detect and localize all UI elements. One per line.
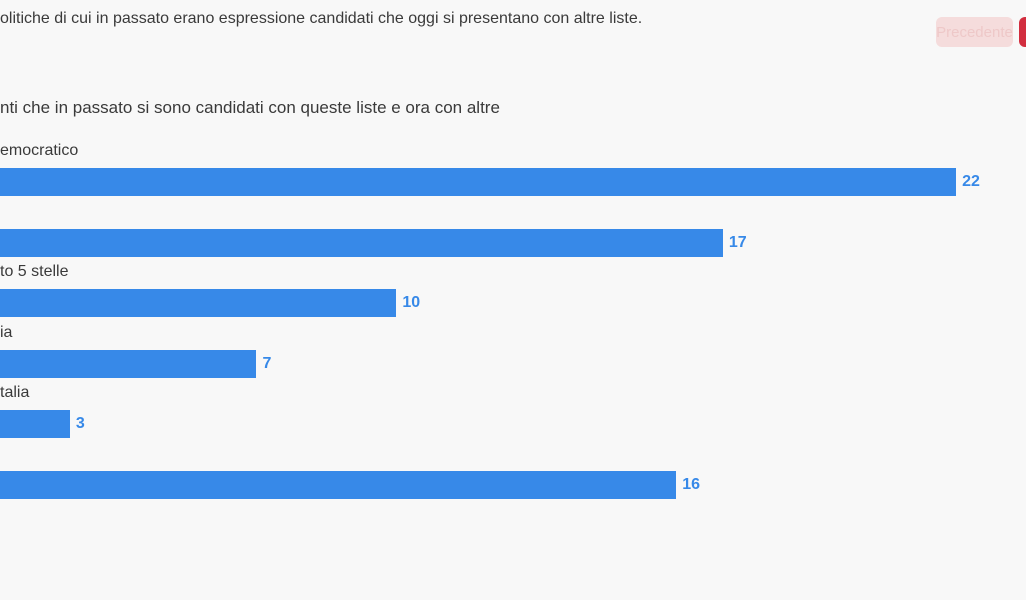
header-text: olitiche di cui in passato erano espress… — [0, 10, 643, 27]
next-button[interactable] — [1019, 17, 1026, 47]
chart-rows: emocratico 22 17 to 5 stelle 10 ia — [0, 141, 1026, 505]
chart-row: emocratico 22 — [0, 141, 1026, 202]
bar-value-label: 7 — [262, 354, 272, 372]
bar-label — [0, 444, 1026, 464]
chart-row: to 5 stelle 10 — [0, 262, 1026, 323]
bar — [0, 470, 677, 499]
bar — [0, 168, 957, 196]
chart-row: ia 7 — [0, 323, 1026, 384]
bar — [0, 410, 70, 439]
chart-title: nti che in passato si sono candidati con… — [0, 98, 500, 117]
bar — [0, 349, 257, 378]
bar-label: ia — [0, 323, 13, 341]
bar-label: emocratico — [0, 142, 79, 159]
bar-label: talia — [0, 384, 30, 402]
bar — [0, 289, 397, 318]
previous-button[interactable]: Precedente — [936, 17, 1013, 47]
bar-value-label: 3 — [75, 415, 85, 433]
bar — [0, 228, 723, 257]
bar-value-label: 10 — [402, 294, 421, 312]
bar-value-label: 16 — [682, 475, 701, 493]
bar-label: to 5 stelle — [0, 263, 69, 281]
chart-row: talia 3 — [0, 383, 1026, 444]
chart-row: 17 — [0, 202, 1026, 263]
bar-value-label: 17 — [728, 233, 747, 251]
chart-row: 16 — [0, 444, 1026, 505]
bar-label — [0, 202, 1026, 222]
bar-value-label: 22 — [962, 173, 980, 190]
